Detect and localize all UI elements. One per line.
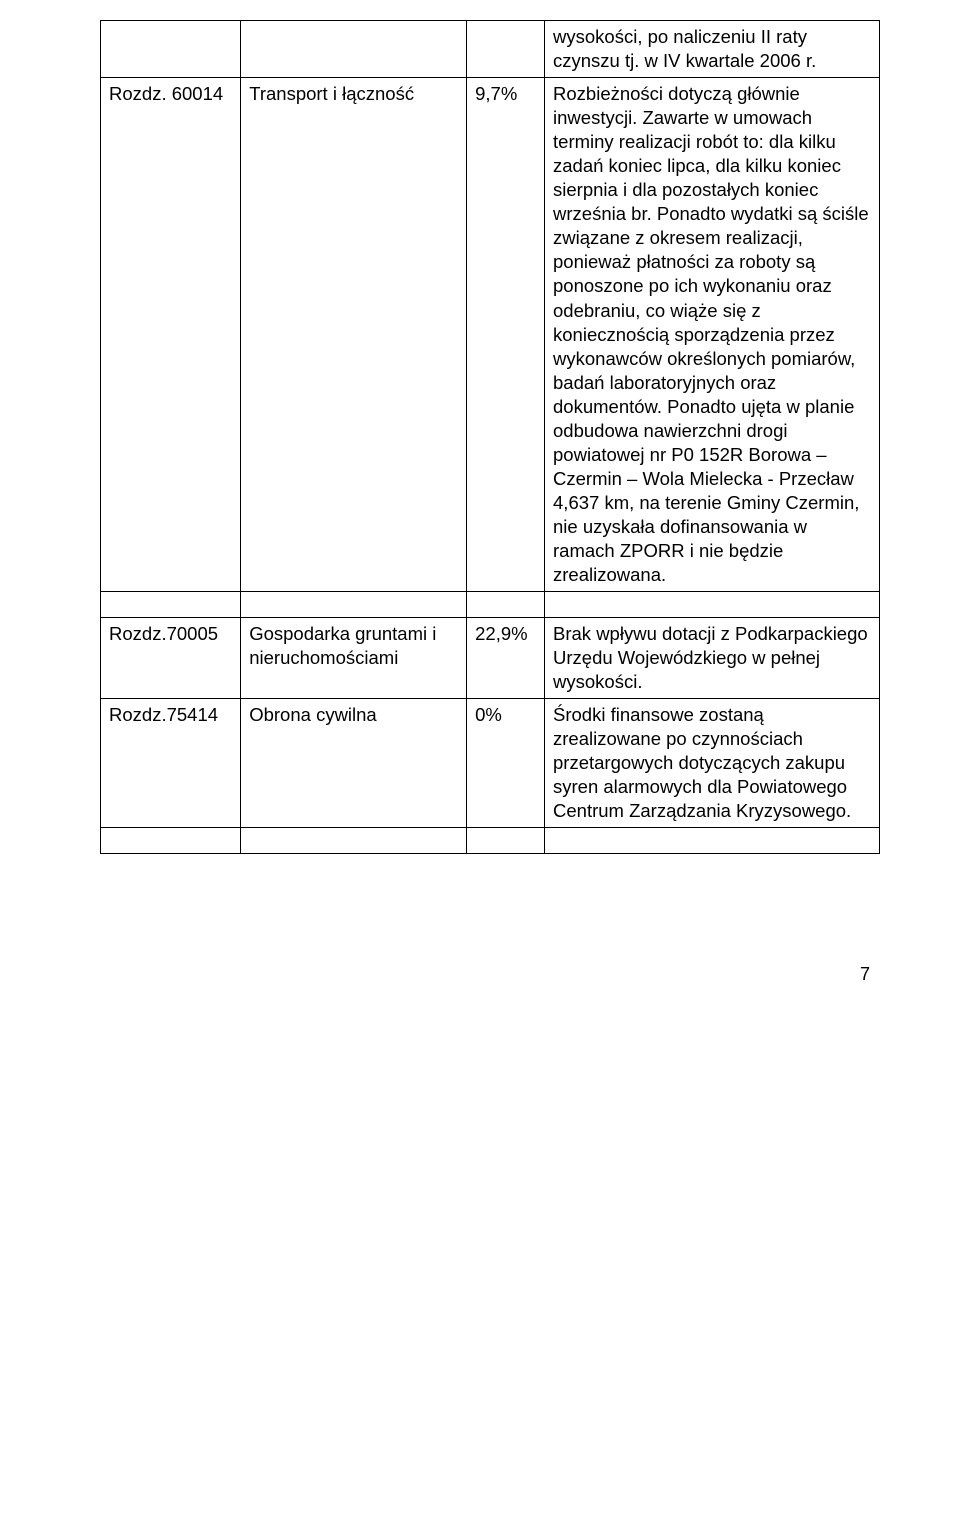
cell-description: wysokości, po naliczeniu II raty czynszu… xyxy=(545,21,880,78)
page-number: 7 xyxy=(100,964,870,985)
cell-description: Środki finansowe zostaną zrealizowane po… xyxy=(545,699,880,828)
table-spacer-row xyxy=(101,828,880,854)
table-row: Rozdz.70005 Gospodarka gruntami i nieruc… xyxy=(101,618,880,699)
cell-rozdz xyxy=(101,21,241,78)
cell-name: Transport i łączność xyxy=(241,78,467,592)
cell-percent xyxy=(467,21,545,78)
table-spacer-row xyxy=(101,592,880,618)
table-row: Rozdz. 60014 Transport i łączność 9,7% R… xyxy=(101,78,880,592)
cell-rozdz: Rozdz.75414 xyxy=(101,699,241,828)
cell-name: Gospodarka gruntami i nieruchomościami xyxy=(241,618,467,699)
cell-rozdz: Rozdz.70005 xyxy=(101,618,241,699)
cell-name xyxy=(241,21,467,78)
cell-percent: 22,9% xyxy=(467,618,545,699)
cell-rozdz: Rozdz. 60014 xyxy=(101,78,241,592)
cell-description: Brak wpływu dotacji z Podkarpackiego Urz… xyxy=(545,618,880,699)
cell-percent: 0% xyxy=(467,699,545,828)
document-page: wysokości, po naliczeniu II raty czynszu… xyxy=(0,0,960,1025)
cell-percent: 9,7% xyxy=(467,78,545,592)
data-table: wysokości, po naliczeniu II raty czynszu… xyxy=(100,20,880,854)
table-row: wysokości, po naliczeniu II raty czynszu… xyxy=(101,21,880,78)
cell-description: Rozbieżności dotyczą głównie inwestycji.… xyxy=(545,78,880,592)
cell-name: Obrona cywilna xyxy=(241,699,467,828)
table-row: Rozdz.75414 Obrona cywilna 0% Środki fin… xyxy=(101,699,880,828)
